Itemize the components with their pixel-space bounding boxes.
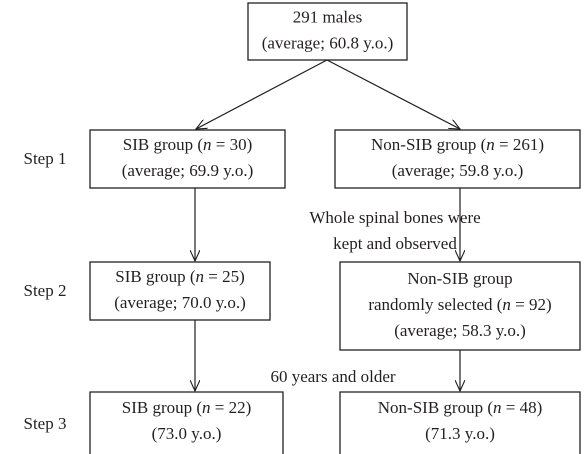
node-label: (average; 59.8 y.o.) — [392, 161, 524, 180]
node-label: SIB group (n = 30) — [123, 135, 253, 154]
arrows — [195, 59, 460, 391]
node-label: SIB group (n = 22) — [122, 398, 252, 417]
node-label: (73.0 y.o.) — [152, 424, 222, 443]
step-label: Step 1 — [24, 149, 67, 168]
arrow — [326, 59, 460, 129]
node-box — [89, 261, 271, 321]
node-label: (average; 70.0 y.o.) — [114, 293, 246, 312]
node-label: (average; 58.3 y.o.) — [394, 321, 526, 340]
node-label: Non-SIB group (n = 261) — [371, 135, 544, 154]
arrow — [196, 59, 328, 129]
node-box — [89, 129, 286, 189]
node-box — [339, 261, 581, 351]
step-label: Step 3 — [24, 414, 67, 433]
node-label: (71.3 y.o.) — [425, 424, 495, 443]
node-label: randomly selected (n = 92) — [368, 295, 551, 314]
node-label: Non-SIB group — [407, 269, 512, 288]
node-box — [89, 391, 284, 454]
note-label: Whole spinal bones were — [309, 208, 480, 227]
note-label: 60 years and older — [270, 367, 395, 386]
node-box — [339, 391, 581, 454]
note-label: kept and observed — [333, 234, 457, 253]
node-box — [334, 129, 581, 189]
step-label: Step 2 — [24, 281, 67, 300]
node-label: 291 males — [293, 7, 362, 26]
node-label: (average; 69.9 y.o.) — [122, 161, 254, 180]
node-label: Non-SIB group (n = 48) — [378, 398, 542, 417]
node-label: SIB group (n = 25) — [115, 267, 245, 286]
node-label: (average; 60.8 y.o.) — [262, 33, 394, 52]
node-box — [247, 2, 408, 61]
